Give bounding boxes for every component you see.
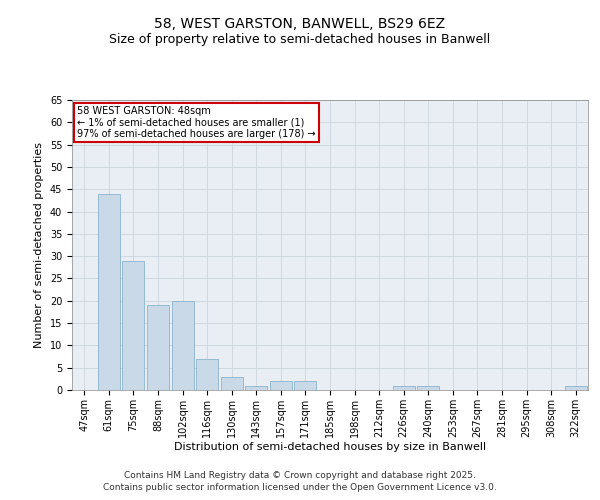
- Text: 58 WEST GARSTON: 48sqm
← 1% of semi-detached houses are smaller (1)
97% of semi-: 58 WEST GARSTON: 48sqm ← 1% of semi-deta…: [77, 106, 316, 139]
- Bar: [295, 381, 316, 390]
- Text: Contains public sector information licensed under the Open Government Licence v3: Contains public sector information licen…: [103, 484, 497, 492]
- Bar: [122, 260, 145, 390]
- Text: 58, WEST GARSTON, BANWELL, BS29 6EZ: 58, WEST GARSTON, BANWELL, BS29 6EZ: [154, 18, 446, 32]
- Text: Size of property relative to semi-detached houses in Banwell: Size of property relative to semi-detach…: [109, 32, 491, 46]
- Text: Contains HM Land Registry data © Crown copyright and database right 2025.: Contains HM Land Registry data © Crown c…: [124, 471, 476, 480]
- Y-axis label: Number of semi-detached properties: Number of semi-detached properties: [34, 142, 44, 348]
- Bar: [147, 305, 169, 390]
- Bar: [98, 194, 120, 390]
- Bar: [221, 376, 243, 390]
- Bar: [417, 386, 439, 390]
- Bar: [270, 381, 292, 390]
- Bar: [565, 386, 587, 390]
- Bar: [392, 386, 415, 390]
- Bar: [172, 301, 194, 390]
- Bar: [196, 359, 218, 390]
- Text: Distribution of semi-detached houses by size in Banwell: Distribution of semi-detached houses by …: [174, 442, 486, 452]
- Bar: [245, 386, 268, 390]
